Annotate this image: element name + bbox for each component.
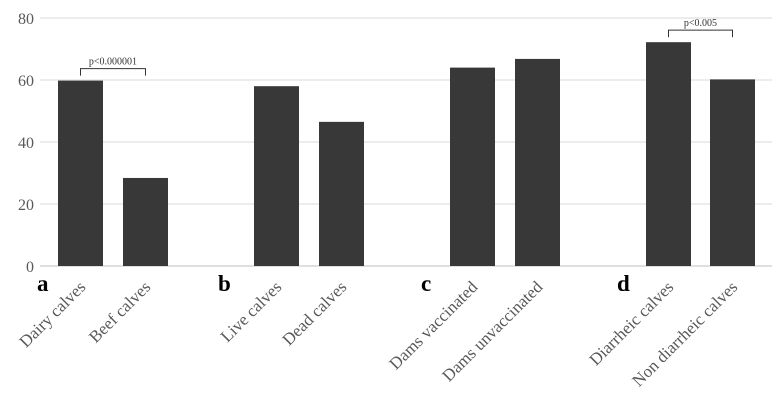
bar-non-diarrheic-calves — [710, 79, 755, 266]
panel-labels: a b c d — [37, 271, 630, 296]
panel-label-b: b — [218, 271, 231, 296]
y-axis-ticks: 0 20 40 60 80 — [18, 11, 34, 276]
significance-annotations: p<0.000001 p<0.005 — [80, 18, 733, 76]
bar-beef-calves — [123, 177, 168, 266]
bar-dairy-calves — [58, 80, 103, 267]
significance-bracket — [668, 29, 733, 38]
p-value-label: p<0.005 — [684, 18, 717, 29]
x-tick-label: Dead calves — [278, 277, 350, 349]
y-tick-label: 20 — [18, 197, 34, 214]
y-tick-label: 60 — [18, 73, 34, 90]
bars — [58, 42, 755, 267]
y-tick-label: 80 — [18, 11, 34, 28]
bar-dead-calves — [319, 121, 364, 266]
x-tick-label: Dairy calves — [15, 277, 89, 351]
x-tick-label: Beef calves — [85, 277, 154, 346]
bar-live-calves — [254, 86, 299, 266]
p-value-label: p<0.000001 — [89, 57, 137, 68]
y-tick-label: 0 — [26, 259, 34, 276]
y-tick-label: 40 — [18, 135, 34, 152]
panel-label-a: a — [37, 271, 49, 296]
panel-label-c: c — [421, 271, 431, 296]
x-tick-label: Non diarrheic calves — [628, 277, 741, 390]
panel-label-d: d — [617, 271, 630, 296]
bar-dams-unvaccinated — [515, 58, 560, 266]
bar-dams-vaccinated — [450, 67, 495, 266]
significance-bracket — [80, 68, 146, 76]
bar-diarrheic-calves — [646, 42, 691, 267]
